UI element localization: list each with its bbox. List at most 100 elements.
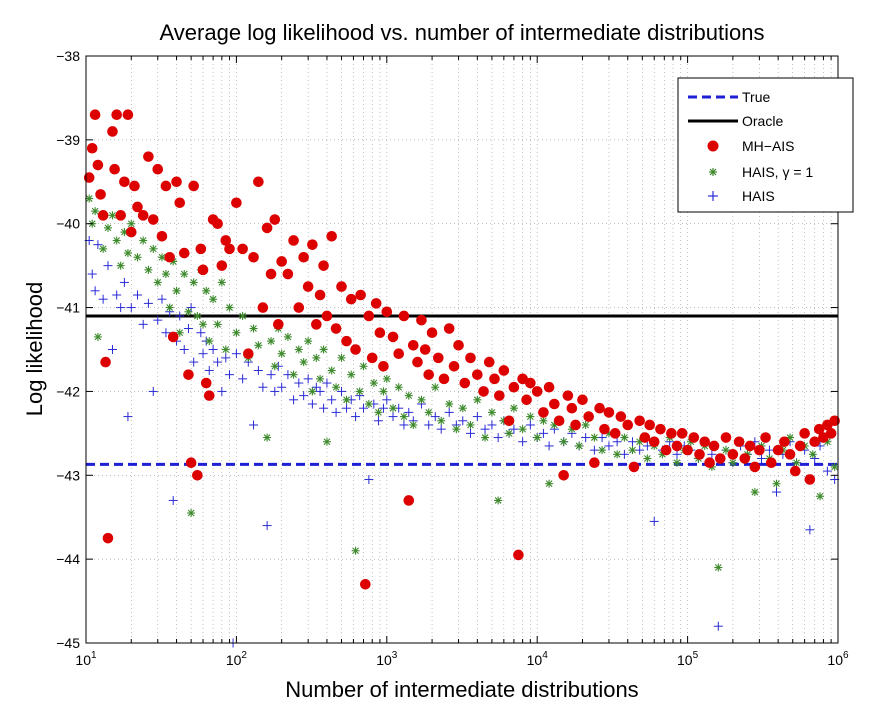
point-mh-ais bbox=[538, 407, 549, 418]
point-hais-gamma bbox=[283, 332, 292, 341]
point-mh-ais bbox=[508, 381, 520, 393]
point-hais bbox=[627, 437, 637, 447]
point-hais bbox=[525, 420, 535, 430]
point-mh-ais bbox=[125, 226, 137, 238]
point-hais-gamma bbox=[187, 509, 196, 518]
point-hais-gamma bbox=[209, 295, 218, 304]
point-hais-gamma bbox=[481, 433, 490, 442]
point-hais-gamma bbox=[424, 408, 433, 417]
y-tick-label: −41 bbox=[56, 300, 80, 316]
point-hais-gamma bbox=[518, 425, 527, 434]
point-mh-ais bbox=[799, 428, 810, 439]
point-mh-ais bbox=[648, 436, 660, 448]
point-mh-ais bbox=[739, 453, 751, 464]
point-hais-gamma bbox=[213, 320, 222, 329]
point-mh-ais bbox=[671, 440, 683, 452]
point-hais-gamma bbox=[830, 462, 839, 471]
point-mh-ais bbox=[171, 176, 182, 188]
point-mh-ais bbox=[660, 444, 672, 456]
legend-mh-ais-marker bbox=[707, 140, 719, 152]
point-hais bbox=[597, 433, 607, 443]
legend-label-hais: HAIS bbox=[742, 188, 775, 204]
point-hais bbox=[161, 328, 171, 338]
point-hais-gamma bbox=[238, 311, 247, 320]
point-mh-ais bbox=[599, 423, 610, 435]
point-mh-ais bbox=[265, 268, 277, 280]
point-hais bbox=[217, 386, 227, 396]
point-hais-gamma bbox=[116, 261, 125, 270]
point-mh-ais bbox=[192, 469, 203, 481]
point-hais-gamma bbox=[123, 249, 132, 258]
point-hais bbox=[544, 441, 554, 451]
point-hais bbox=[112, 290, 122, 300]
point-mh-ais bbox=[160, 180, 172, 192]
point-hais-gamma bbox=[199, 320, 208, 329]
point-hais bbox=[221, 353, 231, 363]
y-tick-label: −44 bbox=[56, 551, 80, 567]
point-mh-ais bbox=[760, 432, 771, 443]
point-hais-gamma bbox=[172, 286, 181, 295]
y-tick-label: −43 bbox=[56, 467, 80, 483]
point-mh-ais bbox=[682, 444, 693, 456]
point-mh-ais bbox=[398, 310, 410, 322]
point-mh-ais bbox=[253, 176, 264, 188]
point-mh-ais bbox=[273, 319, 284, 330]
point-mh-ais bbox=[147, 214, 159, 225]
legend: True Oracle MH−AIS HAIS, γ = 1 HAIS bbox=[677, 77, 854, 213]
point-hais-gamma bbox=[672, 458, 681, 467]
point-mh-ais bbox=[288, 235, 299, 246]
point-mh-ais bbox=[326, 230, 337, 242]
point-mh-ais bbox=[355, 289, 366, 301]
point-mh-ais bbox=[188, 180, 199, 192]
point-mh-ais bbox=[644, 419, 656, 431]
point-mh-ais bbox=[302, 281, 314, 292]
point-hais bbox=[822, 466, 832, 476]
point-hais-gamma bbox=[312, 353, 321, 362]
point-hais bbox=[764, 445, 774, 455]
point-hais bbox=[757, 454, 767, 464]
point-mh-ais bbox=[503, 415, 515, 427]
point-mh-ais bbox=[609, 428, 621, 439]
point-hais bbox=[90, 286, 100, 296]
x-tick-label: 104 bbox=[527, 650, 549, 668]
point-hais-gamma bbox=[750, 488, 759, 497]
point-hais-gamma bbox=[225, 303, 234, 312]
y-tick-label: −45 bbox=[56, 635, 80, 651]
point-hais bbox=[713, 621, 723, 631]
point-mh-ais bbox=[318, 260, 329, 271]
point-hais-gamma bbox=[221, 345, 230, 354]
point-hais bbox=[133, 290, 143, 300]
point-mh-ais bbox=[216, 260, 228, 271]
point-mh-ais bbox=[465, 352, 476, 364]
point-hais bbox=[382, 395, 392, 405]
point-mh-ais bbox=[720, 432, 732, 443]
point-mh-ais bbox=[336, 281, 347, 292]
point-mh-ais bbox=[772, 444, 784, 456]
point-hais bbox=[509, 424, 519, 434]
point-mh-ais bbox=[443, 323, 455, 334]
point-hais-gamma bbox=[466, 420, 475, 429]
point-mh-ais bbox=[639, 432, 651, 443]
point-hais bbox=[436, 424, 446, 434]
point-hais bbox=[424, 420, 434, 430]
point-mh-ais bbox=[321, 310, 333, 322]
point-hais bbox=[266, 370, 276, 380]
legend-label-true: True bbox=[742, 89, 770, 105]
point-mh-ais bbox=[119, 176, 130, 188]
point-hais-gamma bbox=[347, 370, 356, 379]
point-mh-ais bbox=[813, 423, 825, 435]
point-mh-ais bbox=[89, 109, 101, 120]
data-points bbox=[83, 109, 840, 648]
point-hais-gamma bbox=[431, 383, 440, 392]
point-hais bbox=[430, 412, 440, 422]
point-mh-ais bbox=[829, 415, 840, 427]
plot-frame bbox=[85, 55, 839, 644]
point-hais-gamma bbox=[473, 395, 482, 404]
point-mh-ais bbox=[825, 428, 837, 439]
point-hais-gamma bbox=[327, 366, 336, 375]
point-hais-gamma bbox=[316, 374, 325, 383]
point-hais-gamma bbox=[590, 433, 599, 442]
point-hais bbox=[299, 391, 309, 401]
point-mh-ais bbox=[243, 348, 254, 359]
point-mh-ais bbox=[494, 390, 505, 401]
